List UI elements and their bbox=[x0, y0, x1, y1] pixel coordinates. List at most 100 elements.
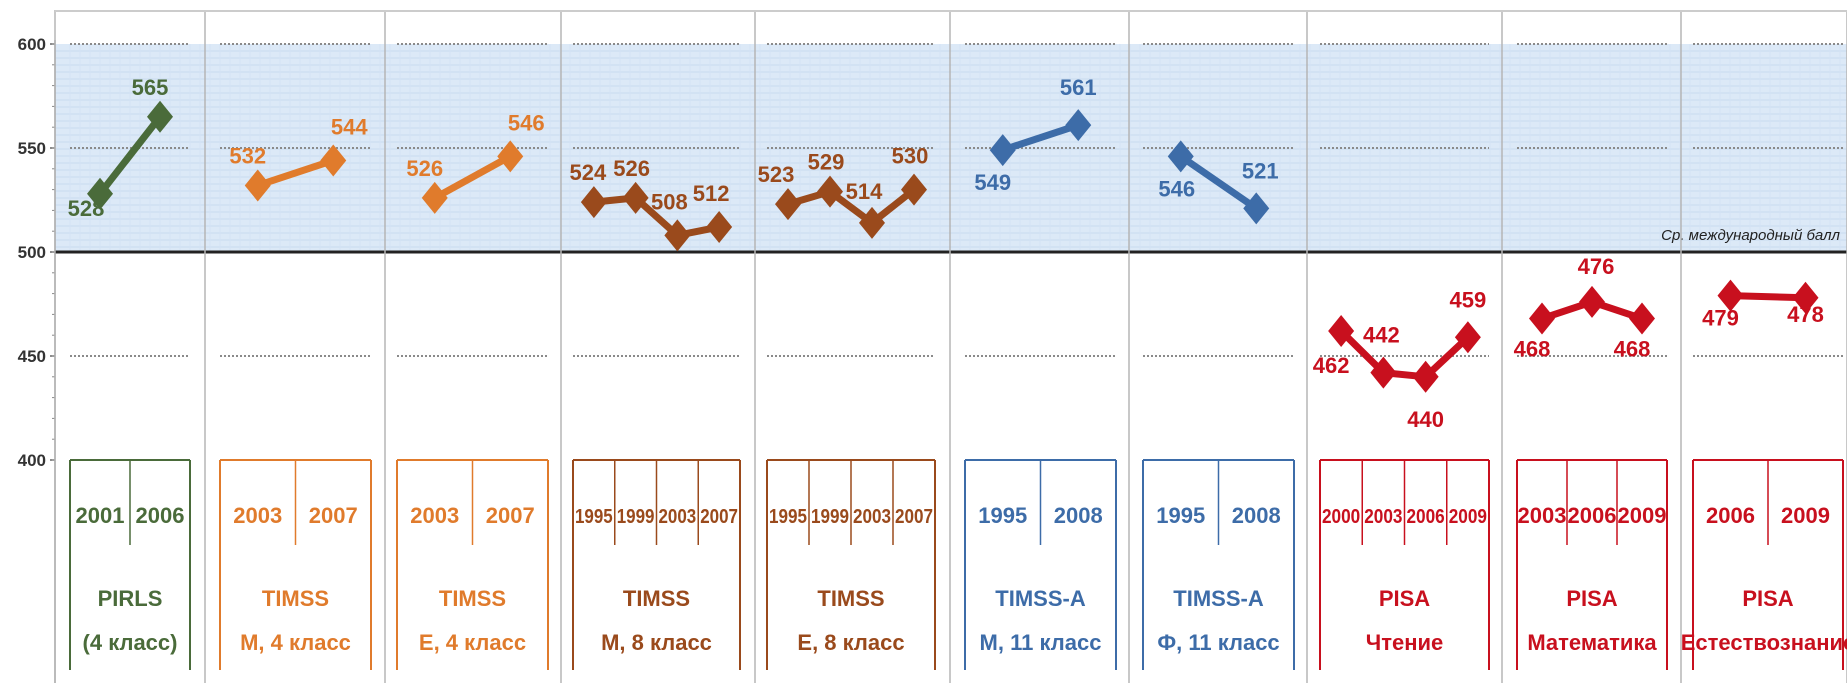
data-label: 549 bbox=[974, 170, 1011, 195]
year-label: 2007 bbox=[309, 503, 358, 528]
year-label: 2008 bbox=[1054, 503, 1103, 528]
year-label: 2001 bbox=[76, 503, 125, 528]
year-label: 2006 bbox=[136, 503, 185, 528]
data-point bbox=[244, 169, 271, 202]
data-point bbox=[320, 144, 347, 177]
year-label: 2003 bbox=[1518, 503, 1567, 528]
year-label: 1999 bbox=[617, 506, 655, 528]
year-label: 2007 bbox=[700, 506, 738, 528]
data-label: 561 bbox=[1060, 75, 1097, 100]
data-point bbox=[1717, 279, 1744, 312]
year-label: 2009 bbox=[1781, 503, 1830, 528]
data-label: 526 bbox=[406, 156, 443, 181]
series-line bbox=[431, 152, 514, 202]
data-label: 508 bbox=[651, 189, 688, 214]
year-label: 2003 bbox=[410, 503, 459, 528]
year-label: 2000 bbox=[1322, 506, 1360, 528]
year-label: 1995 bbox=[575, 506, 613, 528]
data-point bbox=[1328, 315, 1355, 348]
data-point bbox=[775, 188, 801, 221]
group-name: PISA bbox=[1742, 586, 1793, 611]
data-point bbox=[901, 173, 927, 206]
y-tick-label: 450 bbox=[18, 347, 46, 366]
data-label: 530 bbox=[892, 144, 929, 169]
year-label: 1995 bbox=[978, 503, 1027, 528]
data-label: 532 bbox=[229, 143, 266, 168]
group-name: TIMSS-A bbox=[1173, 586, 1264, 611]
data-point bbox=[706, 211, 733, 244]
group-name: TIMSS bbox=[623, 586, 690, 611]
group-subname: Е, 4 класс bbox=[419, 630, 526, 655]
y-tick-label: 400 bbox=[18, 451, 46, 470]
data-label: 524 bbox=[570, 160, 607, 185]
data-label: 468 bbox=[1614, 337, 1651, 362]
group-name: TIMSS-A bbox=[995, 586, 1086, 611]
group-subname: Чтение bbox=[1366, 630, 1444, 655]
series-line bbox=[96, 113, 164, 198]
data-label: 565 bbox=[132, 75, 169, 100]
data-point bbox=[1629, 302, 1655, 335]
year-label: 2008 bbox=[1232, 503, 1281, 528]
year-label: 2003 bbox=[659, 506, 697, 528]
data-label: 468 bbox=[1514, 337, 1551, 362]
year-label: 2003 bbox=[853, 506, 891, 528]
series-line bbox=[254, 156, 337, 189]
data-point bbox=[1529, 302, 1555, 335]
year-label: 2003 bbox=[1364, 506, 1402, 528]
data-label: 544 bbox=[331, 114, 368, 139]
group-subname: Естествознание bbox=[1681, 630, 1847, 655]
year-label: 1995 bbox=[1156, 503, 1205, 528]
data-point bbox=[497, 140, 524, 173]
year-label: 2006 bbox=[1706, 503, 1755, 528]
series-line bbox=[1337, 327, 1472, 381]
data-label: 512 bbox=[693, 181, 730, 206]
data-label: 546 bbox=[1158, 176, 1195, 201]
data-point bbox=[989, 134, 1016, 167]
data-point bbox=[1167, 140, 1194, 173]
year-label: 2006 bbox=[1407, 506, 1445, 528]
data-label: 529 bbox=[808, 150, 845, 175]
group-subname: Математика bbox=[1527, 630, 1657, 655]
data-label: 462 bbox=[1313, 353, 1350, 378]
series-line bbox=[1177, 152, 1260, 212]
data-label: 440 bbox=[1407, 407, 1444, 432]
reference-line-label: Ср. международный балл bbox=[1661, 227, 1840, 244]
series-line bbox=[784, 186, 918, 227]
y-tick-label: 550 bbox=[18, 139, 46, 158]
data-label: 526 bbox=[613, 156, 650, 181]
series-line bbox=[999, 121, 1082, 154]
data-point bbox=[1370, 356, 1397, 389]
data-label: 546 bbox=[508, 110, 545, 135]
year-label: 2007 bbox=[895, 506, 933, 528]
group-subname: (4 класс) bbox=[83, 630, 178, 655]
year-label: 1999 bbox=[811, 506, 849, 528]
data-label: 521 bbox=[1242, 158, 1279, 183]
group-subname: М, 4 класс bbox=[240, 630, 351, 655]
data-point bbox=[1579, 285, 1605, 318]
group-name: TIMSS bbox=[262, 586, 329, 611]
data-point bbox=[1792, 281, 1819, 314]
data-label: 476 bbox=[1578, 254, 1615, 279]
data-point bbox=[1412, 360, 1439, 393]
group-subname: Е, 8 класс bbox=[797, 630, 904, 655]
group-name: PISA bbox=[1379, 586, 1430, 611]
year-label: 1995 bbox=[769, 506, 807, 528]
data-point bbox=[664, 219, 691, 252]
year-label: 2009 bbox=[1449, 506, 1487, 528]
data-point bbox=[1065, 109, 1092, 142]
year-label: 2003 bbox=[233, 503, 282, 528]
year-label: 2009 bbox=[1618, 503, 1667, 528]
data-label: 442 bbox=[1363, 323, 1400, 348]
data-label: 514 bbox=[846, 179, 883, 204]
group-name: TIMSS bbox=[439, 586, 506, 611]
data-label: 479 bbox=[1702, 306, 1739, 331]
data-point bbox=[1454, 321, 1481, 354]
year-label: 2006 bbox=[1568, 503, 1617, 528]
group-subname: М, 11 класс bbox=[980, 630, 1102, 655]
group-name: PIRLS bbox=[98, 586, 163, 611]
year-label: 2007 bbox=[486, 503, 535, 528]
data-point bbox=[1243, 192, 1270, 225]
y-tick-label: 600 bbox=[18, 35, 46, 54]
data-point bbox=[580, 186, 607, 219]
group-subname: М, 8 класс bbox=[601, 630, 712, 655]
